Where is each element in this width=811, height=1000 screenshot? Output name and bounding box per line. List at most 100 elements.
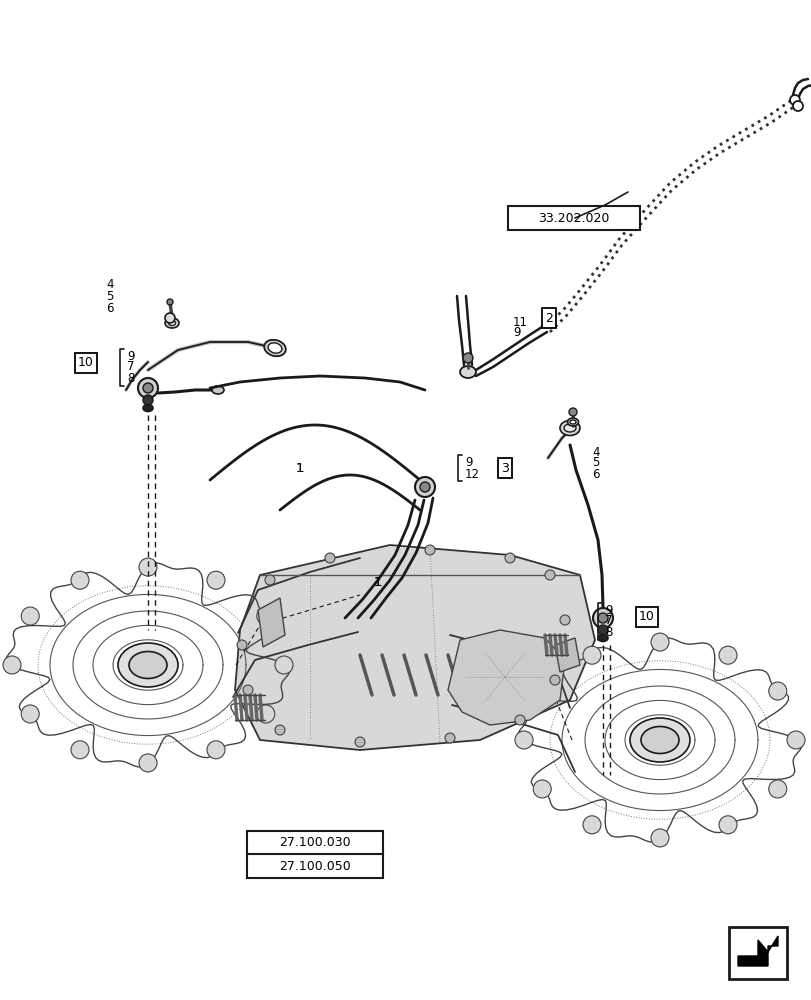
Text: 3: 3 (500, 462, 508, 475)
Polygon shape (554, 638, 579, 672)
Ellipse shape (118, 643, 178, 687)
Ellipse shape (564, 424, 575, 432)
Circle shape (514, 731, 532, 749)
Text: 33.202.020: 33.202.020 (538, 212, 609, 225)
Text: 11: 11 (513, 316, 527, 328)
Text: 1: 1 (296, 462, 304, 475)
Circle shape (237, 640, 247, 650)
Ellipse shape (169, 320, 175, 326)
Circle shape (21, 705, 39, 723)
Circle shape (650, 633, 668, 651)
Text: 5: 5 (106, 290, 114, 302)
Text: 10: 10 (638, 610, 654, 624)
Circle shape (569, 408, 577, 416)
Circle shape (207, 571, 225, 589)
Text: 9: 9 (127, 350, 135, 362)
Circle shape (165, 313, 175, 323)
Circle shape (324, 553, 335, 563)
Polygon shape (737, 936, 777, 966)
Ellipse shape (212, 386, 224, 394)
Text: 27.100.030: 27.100.030 (279, 836, 350, 850)
Circle shape (718, 816, 736, 834)
Circle shape (549, 675, 560, 685)
FancyBboxPatch shape (728, 927, 786, 979)
Circle shape (207, 741, 225, 759)
Circle shape (354, 737, 365, 747)
Circle shape (419, 482, 430, 492)
Circle shape (504, 553, 514, 563)
Text: 9: 9 (604, 603, 611, 616)
FancyBboxPatch shape (508, 206, 639, 230)
Circle shape (139, 558, 157, 576)
Circle shape (786, 731, 804, 749)
Ellipse shape (567, 418, 577, 426)
Circle shape (768, 780, 786, 798)
Circle shape (264, 575, 275, 585)
Circle shape (768, 682, 786, 700)
Circle shape (21, 607, 39, 625)
Circle shape (582, 646, 600, 664)
Ellipse shape (569, 420, 575, 424)
Circle shape (139, 754, 157, 772)
Circle shape (143, 383, 152, 393)
Polygon shape (258, 598, 285, 647)
Circle shape (275, 656, 293, 674)
Text: 8: 8 (127, 372, 134, 385)
Circle shape (71, 571, 89, 589)
FancyBboxPatch shape (247, 831, 383, 855)
Circle shape (792, 101, 802, 111)
Text: 1: 1 (374, 576, 382, 588)
Circle shape (718, 646, 736, 664)
Text: 5: 5 (591, 456, 599, 470)
Circle shape (256, 705, 274, 723)
Text: 6: 6 (106, 302, 114, 314)
Circle shape (597, 613, 607, 623)
Circle shape (514, 715, 525, 725)
Circle shape (444, 733, 454, 743)
Circle shape (462, 353, 473, 363)
Text: 7: 7 (127, 360, 135, 373)
Text: 6: 6 (591, 468, 599, 482)
Circle shape (544, 570, 554, 580)
Text: 8: 8 (604, 626, 611, 640)
Ellipse shape (460, 366, 475, 378)
Text: 2: 2 (544, 312, 552, 324)
Circle shape (3, 656, 21, 674)
Text: 4: 4 (591, 446, 599, 458)
Text: 1: 1 (374, 576, 382, 588)
Text: 7: 7 (604, 614, 611, 628)
Polygon shape (234, 545, 594, 750)
Text: 27.100.050: 27.100.050 (279, 859, 350, 872)
Ellipse shape (268, 343, 281, 353)
Circle shape (71, 741, 89, 759)
Circle shape (424, 545, 435, 555)
Circle shape (533, 682, 551, 700)
Ellipse shape (597, 635, 607, 642)
Circle shape (560, 615, 569, 625)
Ellipse shape (264, 340, 285, 356)
Polygon shape (448, 630, 564, 725)
Ellipse shape (143, 404, 152, 412)
Ellipse shape (165, 318, 178, 328)
Circle shape (256, 607, 274, 625)
Circle shape (789, 95, 799, 105)
Circle shape (138, 378, 158, 398)
Circle shape (597, 625, 607, 635)
Circle shape (167, 299, 173, 305)
Text: 9: 9 (513, 326, 520, 340)
Circle shape (650, 829, 668, 847)
Text: 9: 9 (465, 456, 472, 468)
Circle shape (592, 608, 612, 628)
Text: 4: 4 (106, 278, 114, 292)
Circle shape (582, 816, 600, 834)
Ellipse shape (629, 718, 689, 762)
Text: 10: 10 (78, 357, 94, 369)
Text: 12: 12 (465, 468, 479, 481)
Circle shape (242, 685, 253, 695)
Circle shape (275, 725, 285, 735)
FancyBboxPatch shape (247, 854, 383, 878)
Ellipse shape (640, 726, 678, 754)
Ellipse shape (129, 652, 167, 678)
Circle shape (533, 780, 551, 798)
Circle shape (414, 477, 435, 497)
